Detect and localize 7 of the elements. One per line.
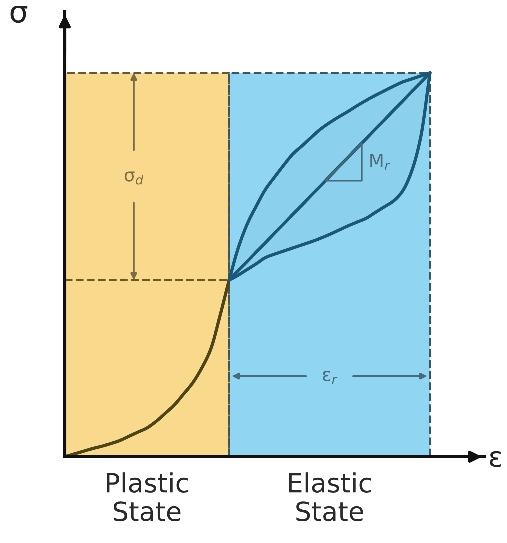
annotation: σ$_{d}$ bbox=[124, 172, 144, 185]
x-axis-title: ε bbox=[490, 451, 502, 468]
y-axis-title: σ bbox=[10, 6, 28, 24]
annotation: M$_{r}$ bbox=[370, 154, 390, 170]
annotation: ε$_{r}$ bbox=[323, 371, 338, 384]
series-label: Elastic State bbox=[289, 472, 372, 522]
series-label: Plastic State bbox=[107, 472, 188, 522]
